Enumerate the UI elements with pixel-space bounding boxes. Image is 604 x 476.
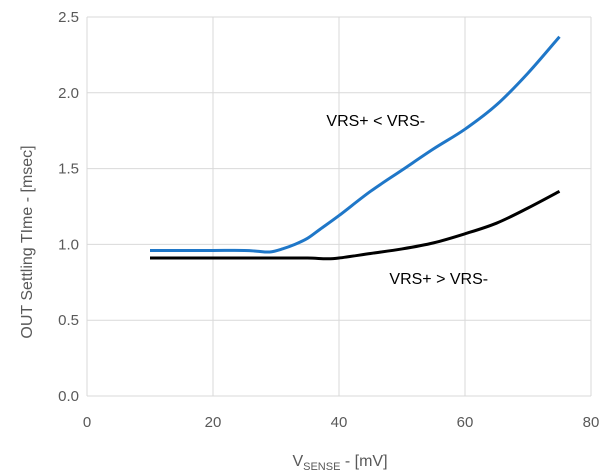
x-tick-label: 0 <box>83 414 91 431</box>
series-line-black <box>149 190 561 261</box>
x-tick-label: 60 <box>457 414 474 431</box>
tick-labels: 0.0 0.5 1.0 1.5 2.0 2.5 0 20 40 60 80 <box>58 9 599 431</box>
series-line-blue <box>149 35 561 254</box>
y-axis-title: OUT Settling TIme - [msec] <box>19 145 36 338</box>
y-tick-label: 0.0 <box>58 388 79 405</box>
y-tick-label: 1.0 <box>58 236 79 253</box>
annotation-label: VRS+ < VRS- <box>326 113 425 130</box>
y-tick-label: 2.5 <box>58 9 79 26</box>
y-tick-label: 1.5 <box>58 161 79 178</box>
x-tick-label: 20 <box>205 414 222 431</box>
x-tick-label: 80 <box>583 414 600 431</box>
x-axis-title-subscript: SENSE <box>303 461 340 473</box>
x-tick-label: 40 <box>331 414 348 431</box>
x-axis-title-prefix: V <box>292 453 303 470</box>
y-tick-label: 0.5 <box>58 312 79 329</box>
grid <box>86 16 592 397</box>
x-axis-title: VSENSE - [mV] <box>292 453 387 473</box>
annotation-label: VRS+ > VRS- <box>389 271 488 288</box>
x-axis-title-suffix: - [mV] <box>340 453 387 470</box>
annotations: VRS+ < VRS- VRS+ > VRS- <box>326 113 488 288</box>
y-tick-label: 2.0 <box>58 85 79 102</box>
series <box>149 35 561 261</box>
